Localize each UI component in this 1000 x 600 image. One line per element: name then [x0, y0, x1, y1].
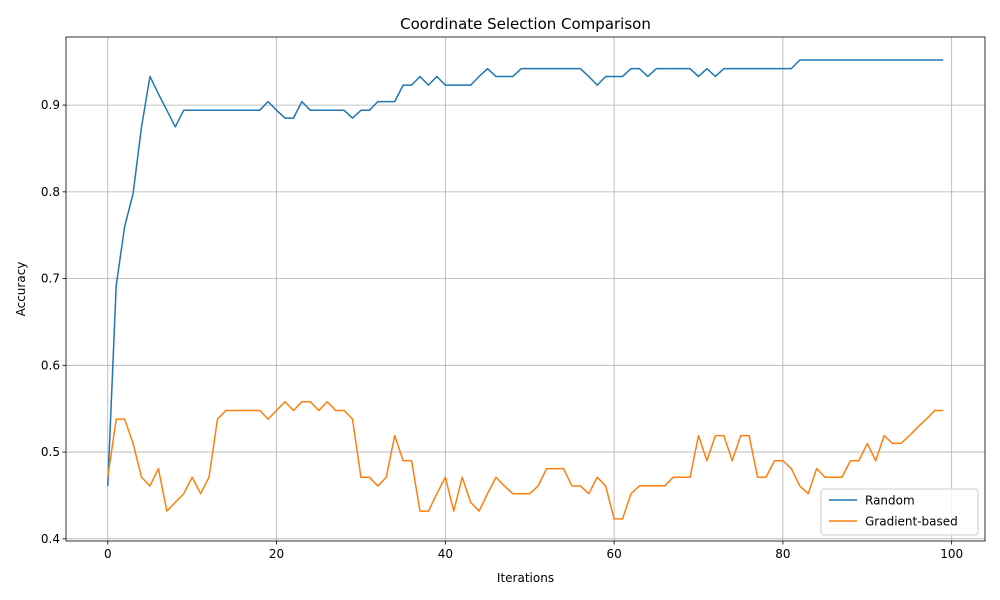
legend-entries: Random Gradient-based — [829, 494, 958, 529]
plot-area — [66, 37, 985, 541]
x-tick-label: 80 — [775, 547, 790, 561]
series-lines — [107, 59, 944, 520]
x-tick-label: 0 — [104, 547, 112, 561]
x-tick-label: 20 — [269, 547, 284, 561]
y-tick-label: 0.4 — [41, 532, 60, 546]
series-line-random — [107, 59, 944, 486]
x-tick-label: 100 — [940, 547, 963, 561]
y-tick-label: 0.8 — [41, 185, 60, 199]
plot-frame — [65, 36, 986, 542]
y-tick-label: 0.7 — [41, 272, 60, 286]
legend-box — [820, 488, 979, 536]
y-axis-label: Accuracy — [14, 262, 28, 317]
y-tick-label: 0.6 — [41, 358, 60, 372]
chart-title: Coordinate Selection Comparison — [400, 15, 651, 33]
x-axis-label: Iterations — [497, 571, 554, 585]
x-tick-label: 40 — [438, 547, 453, 561]
legend: Random Gradient-based — [820, 488, 979, 536]
y-tick-label: 0.9 — [41, 98, 60, 112]
grid — [66, 37, 985, 541]
y-tick-label: 0.5 — [41, 445, 60, 459]
legend-label: Gradient-based — [865, 515, 958, 529]
series-line-gradient-based — [107, 401, 944, 520]
x-tick-label: 60 — [606, 547, 621, 561]
axis-ticks: 0 20 40 60 80 100 0.4 0.5 0.6 0.7 0.8 0.9 — [41, 98, 963, 561]
legend-label: Random — [865, 494, 915, 508]
